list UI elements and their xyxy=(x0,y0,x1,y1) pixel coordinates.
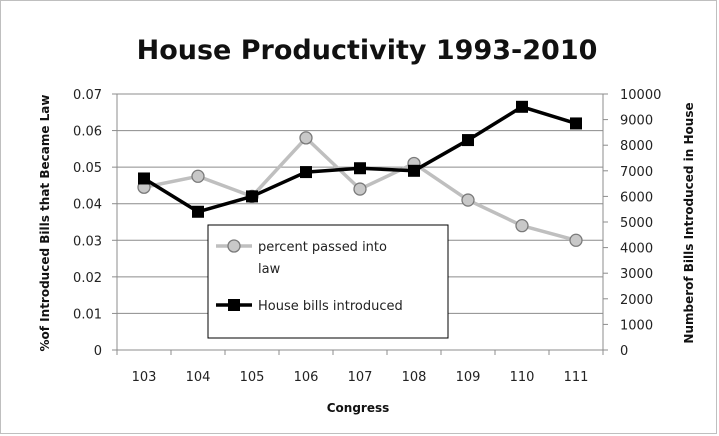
y-left-tick-label: 0.04 xyxy=(73,198,102,213)
y-left-axis-title: %of Introduced Bills that Became Law xyxy=(38,95,52,352)
data-point xyxy=(569,233,583,247)
y-right-tick-label: 0 xyxy=(620,344,628,359)
y-left-tick-label: 0.07 xyxy=(73,88,102,103)
data-point xyxy=(408,164,420,177)
data-point xyxy=(138,172,150,185)
series-1 xyxy=(137,131,583,247)
y-left-tick-label: 0.01 xyxy=(73,307,102,322)
y-right-tick-label: 6000 xyxy=(620,190,653,205)
data-point xyxy=(300,166,312,179)
data-point xyxy=(246,190,258,203)
data-point xyxy=(462,134,474,147)
y-right-tick-label: 2000 xyxy=(620,293,653,308)
chart-title: House Productivity 1993-2010 xyxy=(137,35,598,66)
data-point xyxy=(353,182,367,196)
y-right-tick-label: 3000 xyxy=(620,267,653,282)
data-point xyxy=(192,205,204,218)
x-tick-label: 110 xyxy=(510,370,535,385)
legend-label: House bills introduced xyxy=(258,299,403,314)
legend-item: House bills introduced xyxy=(216,299,403,314)
data-point xyxy=(515,219,529,233)
series-group xyxy=(137,100,583,247)
legend-swatch-marker xyxy=(228,299,240,311)
x-tick-label: 103 xyxy=(132,370,157,385)
series-2 xyxy=(138,100,582,218)
y-right-tick-label: 5000 xyxy=(620,216,653,231)
y-left-tick-label: 0.06 xyxy=(73,125,102,140)
y-left-tick-label: 0 xyxy=(94,344,102,359)
data-point xyxy=(570,117,582,130)
x-tick-label: 104 xyxy=(186,370,211,385)
x-tick-label: 109 xyxy=(456,370,481,385)
x-tick-label: 106 xyxy=(294,370,319,385)
y-right-tick-label: 4000 xyxy=(620,242,653,257)
x-tick-label: 107 xyxy=(348,370,373,385)
y-left-tick-label: 0.02 xyxy=(73,271,102,286)
y-right-axis-title: Numberof Bills Introduced in House xyxy=(682,102,696,343)
y-right-tick-label: 1000 xyxy=(620,318,653,333)
axes xyxy=(112,93,608,355)
x-axis-title: Congress xyxy=(327,401,390,415)
x-tick-label: 108 xyxy=(402,370,427,385)
legend-swatch-marker xyxy=(227,239,241,253)
legend: percent passed into law House bills introd… xyxy=(207,224,449,339)
y-right-tick-label: 9000 xyxy=(620,114,653,129)
x-tick-label: 105 xyxy=(240,370,265,385)
data-point xyxy=(299,131,313,145)
legend-box xyxy=(207,224,449,339)
data-point xyxy=(461,193,475,207)
y-left-tick-label: 0.03 xyxy=(73,234,102,249)
legend-item: percent passed into law xyxy=(216,239,387,277)
y-left-tick-label: 0.05 xyxy=(73,161,102,176)
x-tick-label: 111 xyxy=(564,370,589,385)
y-right-tick-labels: 0 1000 2000 3000 4000 5000 6000 7000 8000 9000 100… xyxy=(620,88,661,359)
legend-label: law xyxy=(258,262,281,277)
legend-label: percent passed into xyxy=(258,240,387,255)
y-right-tick-label: 10000 xyxy=(620,88,661,103)
y-right-tick-label: 7000 xyxy=(620,165,653,180)
data-point xyxy=(516,100,528,113)
x-tick-labels: 103 104 105 106 107 108 109 110 111 xyxy=(132,370,589,385)
data-point xyxy=(354,162,366,175)
series-line xyxy=(143,105,577,214)
y-right-tick-label: 8000 xyxy=(620,139,653,154)
y-left-tick-labels: 0 0.01 0.02 0.03 0.04 0.05 0.06 0.07 xyxy=(73,88,102,359)
data-point xyxy=(191,169,205,183)
